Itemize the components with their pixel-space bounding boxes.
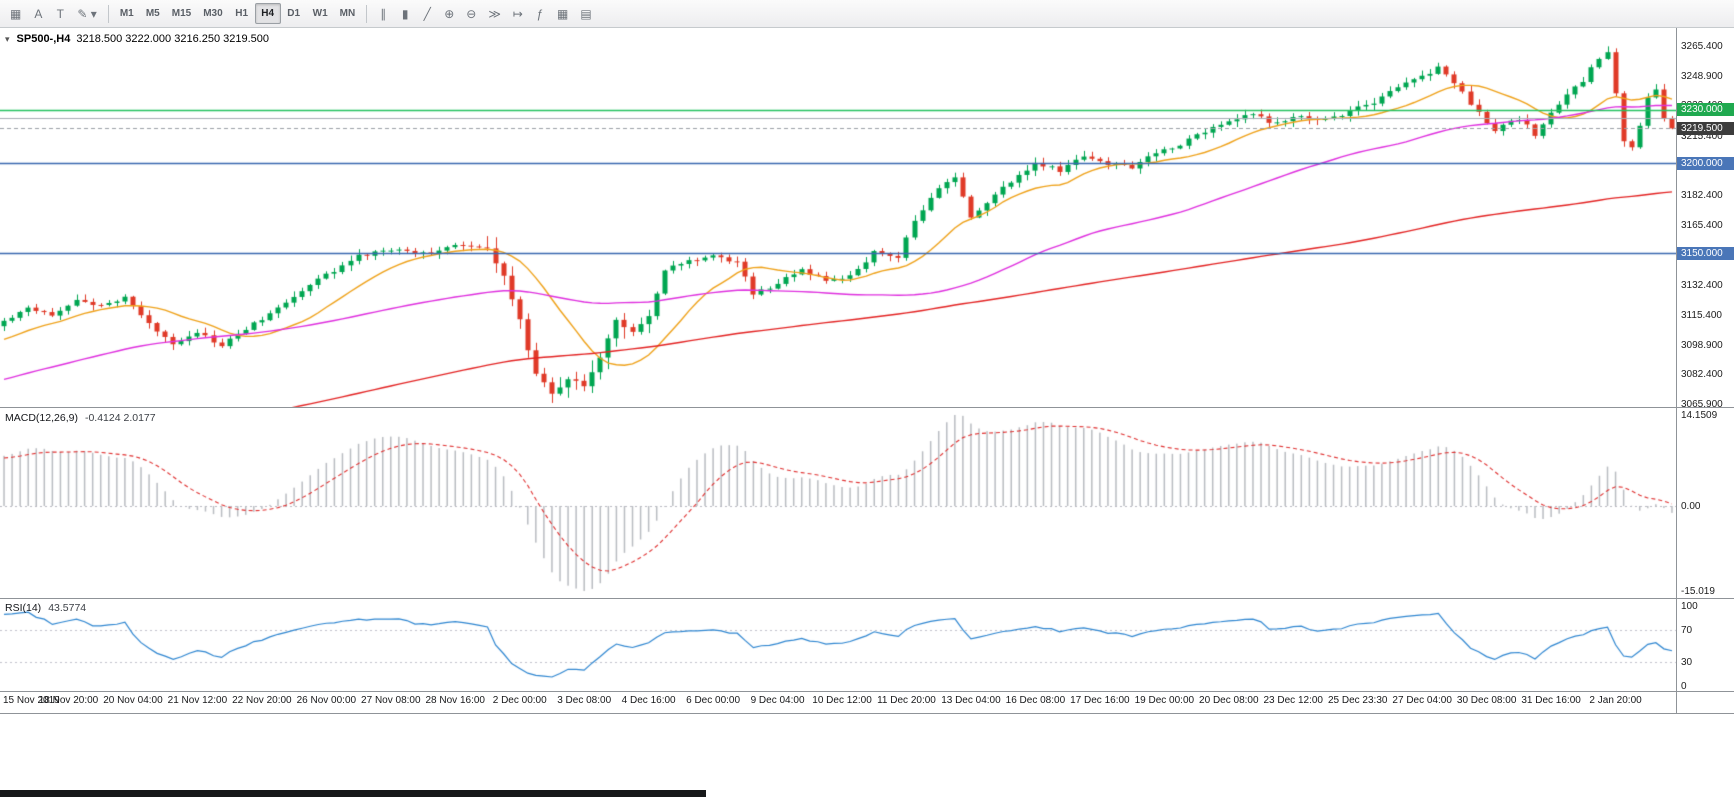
panel-separator[interactable] (0, 598, 1734, 599)
price-axis[interactable]: 3265.4003248.9003232.4003215.4003198.900… (1676, 28, 1734, 713)
chart-shift-icon[interactable]: ↦ (512, 6, 523, 21)
chart-window-icon[interactable]: ▦ (10, 6, 22, 21)
price-axis-tick: 3182.400 (1681, 189, 1723, 201)
timeframe-toolbar: M1 M5 M15 M30 H1 H4 D1 W1 MN (114, 3, 361, 24)
timeframe-button-w1[interactable]: W1 (312, 8, 328, 19)
timeframe-button-d1[interactable]: D1 (287, 8, 301, 19)
time-axis-label: 21 Nov 12:00 (167, 695, 228, 706)
time-axis-label: 31 Dec 16:00 (1521, 695, 1581, 706)
price-axis-tick: 3132.400 (1681, 279, 1723, 291)
price-axis-tick: 3165.400 (1681, 220, 1723, 232)
macd-values: -0.4124 2.0177 (84, 412, 156, 424)
time-axis-label: 28 Nov 16:00 (425, 695, 486, 706)
timeframe-button-m1[interactable]: M1 (119, 8, 134, 19)
time-axis-label: 13 Dec 04:00 (941, 695, 1001, 706)
bottom-dark-strip (0, 790, 706, 797)
time-axis-label: 2 Dec 00:00 (492, 695, 547, 706)
time-axis-label: 6 Dec 00:00 (686, 695, 741, 706)
rsi-axis-tick: 0 (1681, 681, 1687, 692)
panel-separator (0, 691, 1734, 692)
time-axis-label: 26 Nov 00:00 (296, 695, 357, 706)
time-axis[interactable]: 15 Nov 2019 18 Nov 20:00 20 Nov 04:00 21 No… (0, 691, 1676, 713)
draw-tools-icon[interactable]: ✎ ▾ (77, 6, 97, 21)
panel-separator (0, 713, 1734, 714)
time-axis-label: 11 Dec 20:00 (877, 695, 936, 706)
collapse-arrow-icon[interactable]: ▾ (5, 33, 10, 44)
macd-title: MACD(12,26,9) (5, 412, 78, 424)
time-axis-label: 10 Dec 12:00 (812, 695, 872, 706)
time-axis-label: 25 Dec 23:30 (1327, 695, 1388, 706)
toolbar-separator (107, 4, 109, 23)
panel-separator[interactable] (0, 407, 1734, 408)
timeframe-button-h1[interactable]: H1 (235, 8, 249, 19)
chart-plot-area[interactable] (0, 28, 1676, 713)
price-axis-tick: 3065.900 (1681, 399, 1723, 410)
rsi-axis-tick: 100 (1681, 601, 1698, 612)
toolbar-separator (366, 4, 368, 23)
timeframe-button-h4[interactable]: H4 (254, 3, 281, 24)
annotation-a-icon[interactable]: A (34, 6, 43, 21)
timeframe-button-m15[interactable]: M15 (171, 8, 192, 19)
rsi-axis-tick: 70 (1681, 625, 1693, 636)
time-axis-label: 20 Nov 04:00 (103, 695, 163, 706)
timeframe-button-m30[interactable]: M30 (203, 8, 223, 19)
bar-chart-mode-icon[interactable]: ∥ (380, 6, 387, 21)
timeframe-button-m5[interactable]: M5 (145, 8, 160, 19)
auto-scroll-icon[interactable]: ≫ (488, 6, 501, 21)
time-axis-label: 20 Dec 08:00 (1199, 695, 1259, 706)
zoom-in-icon[interactable]: ⊕ (444, 6, 455, 21)
macd-panel-label: MACD(12,26,9) -0.4124 2.0177 (5, 412, 156, 424)
price-axis-tick: 3215.400 (1681, 130, 1723, 142)
timeframe-button-mn[interactable]: MN (339, 8, 356, 19)
time-axis-label: 2 Jan 20:00 (1589, 695, 1642, 706)
resistance-line-green-price-badge: 3230.000 (1677, 103, 1734, 117)
time-axis-label: 27 Nov 08:00 (361, 695, 421, 706)
time-axis-label: 16 Dec 08:00 (1005, 695, 1066, 706)
price-axis-tick: 3265.400 (1681, 41, 1723, 52)
support-line-blue-1-price-badge: 3200.000 (1677, 156, 1734, 170)
time-axis-label: 9 Dec 04:00 (750, 695, 805, 706)
toolbar-left-icons: ▦ A T ✎ ▾ (4, 3, 103, 24)
chart-header: ▾ SP500-,H4 3218.500 3222.000 3216.250 3… (5, 33, 269, 45)
text-label-icon[interactable]: T (56, 6, 65, 21)
time-axis-label: 3 Dec 08:00 (557, 695, 612, 706)
time-axis-label: 17 Dec 16:00 (1070, 695, 1130, 706)
symbol-title: SP500-,H4 (16, 33, 71, 45)
indicators-icon[interactable]: ƒ (536, 6, 544, 21)
support-line-blue-2-price-badge: 3150.000 (1677, 246, 1734, 260)
current-price-badge: 3219.500 (1677, 121, 1734, 135)
price-axis-tick: 3115.400 (1681, 310, 1722, 322)
toolbar-right-icons: ∥ ▮ ╱ ⊕ ⊖ ≫ ↦ ƒ ▦ ▤ (372, 3, 597, 24)
time-axis-label: 15 Nov 2019 (3, 695, 60, 706)
time-axis-label: 4 Dec 16:00 (621, 695, 676, 706)
ohlc-values: 3218.500 3222.000 3216.250 3219.500 (76, 33, 270, 45)
price-axis-tick: 3098.900 (1681, 339, 1723, 351)
time-axis-label: 30 Dec 08:00 (1456, 695, 1517, 706)
price-axis-tick: 3082.400 (1681, 369, 1723, 381)
price-axis-tick: 3248.900 (1681, 70, 1723, 82)
rsi-panel-label: RSI(14) 43.5774 (5, 602, 86, 614)
time-axis-label: 27 Dec 04:00 (1392, 695, 1452, 706)
time-axis-label: 19 Dec 00:00 (1134, 695, 1195, 706)
rsi-title: RSI(14) (5, 602, 42, 614)
rsi-value: 43.5774 (48, 602, 87, 614)
candlestick-mode-icon[interactable]: ▮ (401, 6, 409, 21)
time-axis-label: 18 Nov 20:00 (38, 695, 99, 706)
periods-icon[interactable]: ▦ (556, 6, 569, 21)
zoom-out-icon[interactable]: ⊖ (466, 6, 477, 21)
macd-axis-tick: 14.1509 (1681, 410, 1718, 421)
time-axis-label: 22 Nov 20:00 (232, 695, 292, 706)
macd-axis-tick: 0.00 (1681, 501, 1701, 512)
time-axis-label: 23 Dec 12:00 (1263, 695, 1324, 706)
macd-axis-tick: -15.019 (1681, 586, 1715, 597)
templates-icon[interactable]: ▤ (580, 6, 592, 21)
rsi-axis-tick: 30 (1681, 657, 1693, 668)
line-chart-mode-icon[interactable]: ╱ (423, 6, 431, 21)
toolbar: ▦ A T ✎ ▾ M1 M5 M15 M30 H1 H4 D1 W1 MN ∥ ▮ ╱ ⊕ ⊖ ≫ ↦ ƒ ▦ ▤ (0, 0, 1734, 28)
